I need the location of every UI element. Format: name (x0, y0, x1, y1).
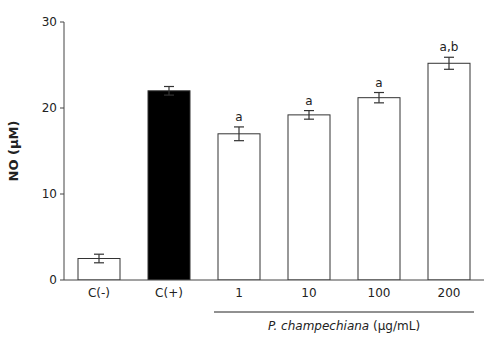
error-bar (304, 111, 314, 120)
x-axis-label: P. champechiana (μg/mL) (268, 319, 420, 333)
y-tick-label: 30 (42, 15, 57, 29)
annotation: a (375, 76, 382, 90)
x-axis (64, 280, 484, 281)
annotation: a (235, 110, 242, 124)
y-tick-label: 10 (42, 187, 57, 201)
x-tick-label: C(-) (88, 286, 110, 300)
error-bar (164, 87, 174, 96)
x-tick-label: 10 (301, 286, 316, 300)
x-tick-label: 200 (438, 286, 461, 300)
error-bar (94, 254, 104, 263)
y-tick (60, 194, 64, 195)
y-tick (60, 108, 64, 109)
error-bar (234, 127, 244, 141)
chart: 0 10 20 30 C(-) C(+) 1 10 100 200 a a a a,b NO (μM) P. … (0, 0, 500, 358)
bar (358, 98, 400, 280)
x-tick-label: C(+) (155, 286, 183, 300)
x-label-underline (214, 312, 474, 313)
x-tick-label: 1 (235, 286, 243, 300)
error-bar (444, 57, 454, 69)
bar (288, 115, 330, 280)
y-axis (64, 22, 65, 280)
y-tick-label: 0 (49, 273, 57, 287)
x-tick-label: 100 (368, 286, 391, 300)
annotation: a,b (440, 40, 459, 54)
y-tick (60, 280, 64, 281)
y-axis-label: NO (μM) (6, 121, 21, 182)
annotation: a (305, 94, 312, 108)
chart-container: 0 10 20 30 C(-) C(+) 1 10 100 200 a a a a,b NO (μM) P. … (0, 0, 500, 358)
bar (428, 63, 470, 280)
y-tick-label: 20 (42, 101, 57, 115)
bar (218, 134, 260, 280)
y-tick (60, 22, 64, 23)
bar (148, 91, 190, 280)
error-bar (374, 93, 384, 103)
plot-area (78, 57, 470, 280)
